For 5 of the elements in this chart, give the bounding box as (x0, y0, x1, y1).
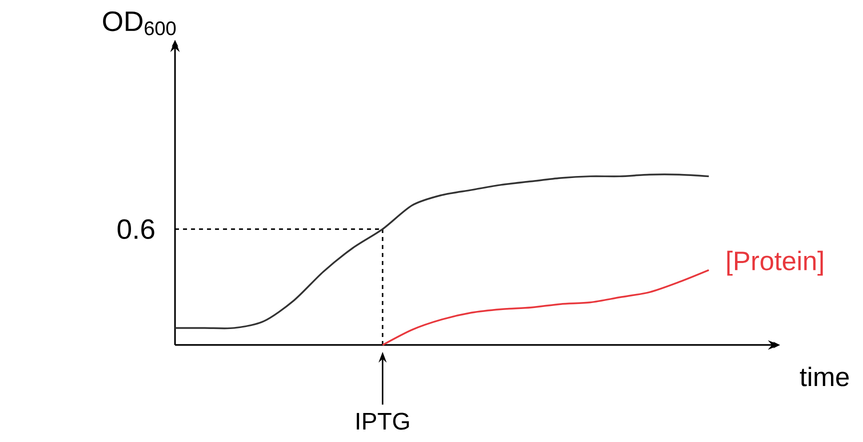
series-label: [Protein] (727, 250, 823, 276)
text: IPTG (356, 412, 409, 430)
text: 0.6 (118, 219, 154, 240)
x-axis-title: time (800, 366, 849, 386)
y-axis-title: OD$_{600}$ (103, 11, 176, 36)
